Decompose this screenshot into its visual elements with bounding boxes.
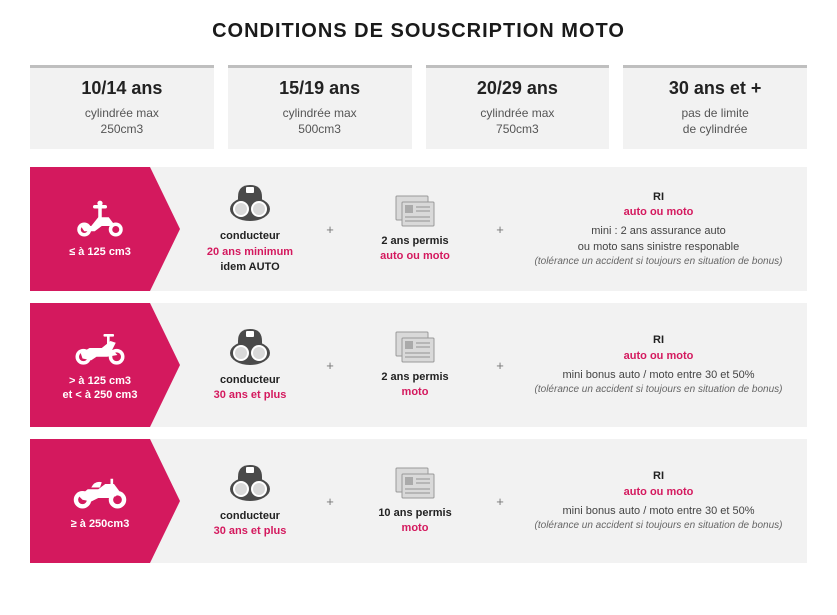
cruiser-icon (72, 471, 128, 511)
category-arrow: ≥ à 250cm3 (30, 439, 180, 563)
header-box: 10/14 ans cylindrée max250cm3 (30, 65, 214, 149)
page-title: CONDITIONS DE SOUSCRIPTION MOTO (30, 20, 807, 43)
category-arrow: > à 125 cm3et < à 250 cm3 (30, 303, 180, 427)
header-sub: pas de limitede cylindrée (631, 105, 799, 137)
plus-separator: + (320, 494, 340, 509)
permit-cell: 2 ans permis moto (340, 330, 490, 401)
ri-cell: RI auto ou moto mini bonus auto / moto e… (510, 469, 807, 533)
plus-separator: + (490, 494, 510, 509)
category-label: > à 125 cm3et < à 250 cm3 (63, 374, 138, 404)
plus-separator: + (490, 222, 510, 237)
rows-container: ≤ à 125 cm3 conducteur 20 ans (30, 167, 807, 563)
header-box: 30 ans et + pas de limitede cylindrée (623, 65, 807, 149)
motorcycle-icon (72, 328, 128, 368)
documents-icon (390, 330, 440, 366)
header-box: 20/29 ans cylindrée max750cm3 (426, 65, 610, 149)
permit-cell: 2 ans permis auto ou moto (340, 194, 490, 265)
header-sub: cylindrée max250cm3 (38, 105, 206, 137)
condition-row: ≤ à 125 cm3 conducteur 20 ans (30, 167, 807, 291)
header-sub: cylindrée max500cm3 (236, 105, 404, 137)
category-label: ≥ à 250cm3 (71, 517, 130, 532)
helmet-goggles-icon (228, 463, 272, 505)
category-label: ≤ à 125 cm3 (69, 245, 131, 260)
plus-separator: + (320, 358, 340, 373)
category-arrow: ≤ à 125 cm3 (30, 167, 180, 291)
ri-cell: RI auto ou moto mini bonus auto / moto e… (510, 333, 807, 397)
condition-row: > à 125 cm3et < à 250 cm3 co (30, 303, 807, 427)
helmet-goggles-icon (228, 327, 272, 369)
header-box: 15/19 ans cylindrée max500cm3 (228, 65, 412, 149)
header-age: 30 ans et + (631, 78, 799, 99)
ri-cell: RI auto ou moto mini : 2 ans assurance a… (510, 190, 807, 270)
header-age: 20/29 ans (434, 78, 602, 99)
header-age: 10/14 ans (38, 78, 206, 99)
permit-cell: 10 ans permis moto (340, 466, 490, 537)
header-age: 15/19 ans (236, 78, 404, 99)
driver-cell: conducteur 30 ans et plus (180, 327, 320, 404)
plus-separator: + (320, 222, 340, 237)
header-sub: cylindrée max750cm3 (434, 105, 602, 137)
driver-cell: conducteur 20 ans minimum idem AUTO (180, 183, 320, 275)
scooter-icon (72, 199, 128, 239)
helmet-goggles-icon (228, 183, 272, 225)
condition-row: ≥ à 250cm3 conducteur 30 ans (30, 439, 807, 563)
driver-cell: conducteur 30 ans et plus (180, 463, 320, 540)
plus-separator: + (490, 358, 510, 373)
header-row: 10/14 ans cylindrée max250cm3 15/19 ans … (30, 65, 807, 149)
documents-icon (390, 466, 440, 502)
documents-icon (390, 194, 440, 230)
